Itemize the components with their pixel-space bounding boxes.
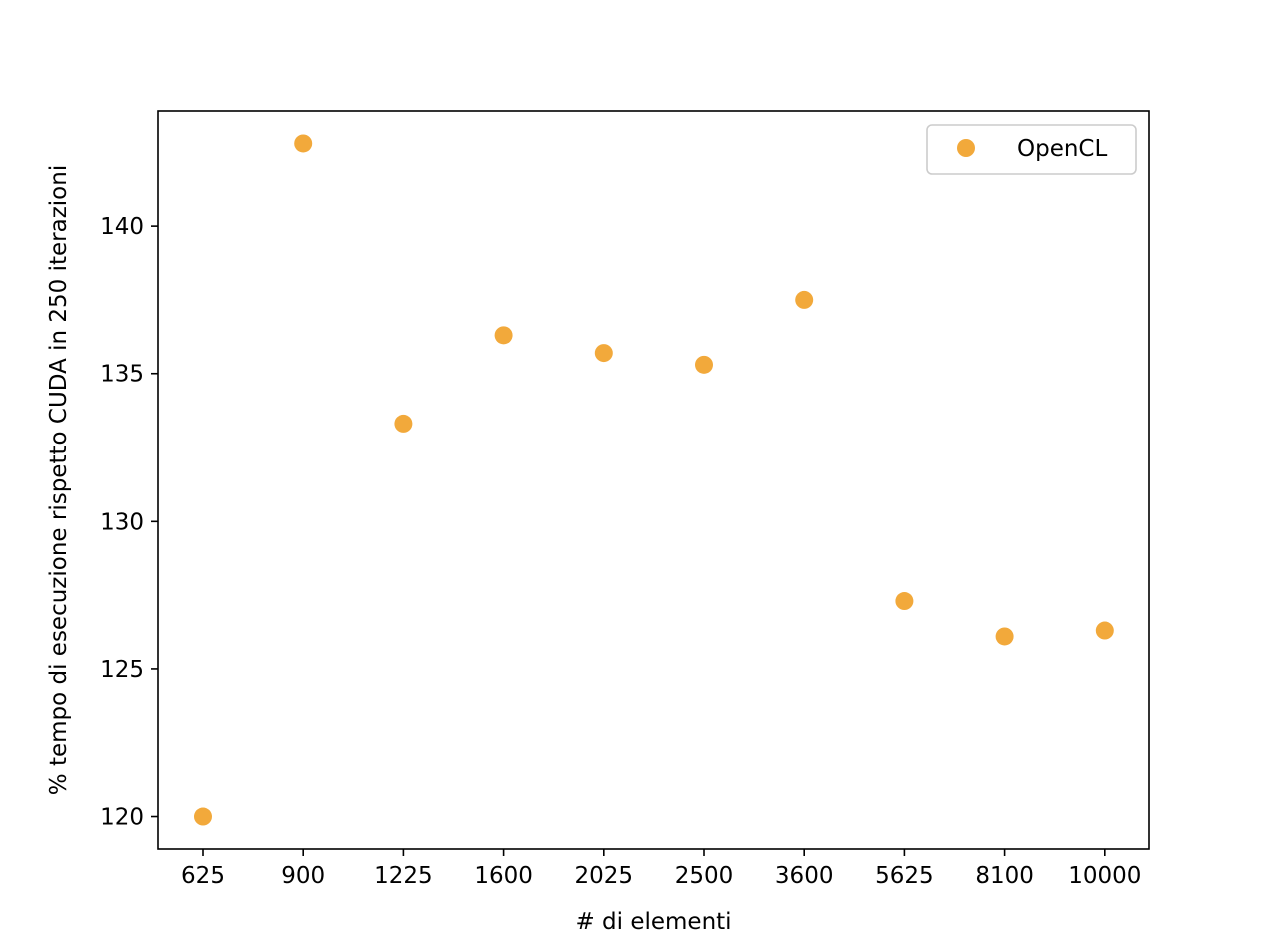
data-points: [194, 134, 1114, 826]
plot-frame: [157, 110, 1150, 850]
x-tick-label: 2025: [575, 863, 634, 889]
legend: OpenCL: [926, 124, 1137, 175]
y-axis-label: % tempo di esecuzione rispetto CUDA in 2…: [46, 165, 72, 795]
x-tick-label: 1600: [474, 863, 533, 889]
data-point: [995, 627, 1014, 646]
legend-box: [926, 124, 1137, 175]
data-point: [895, 592, 914, 611]
y-tick-label: 140: [100, 214, 144, 240]
y-tick-label: 135: [100, 362, 144, 388]
y-axis: 120 125 130 135 140: [100, 214, 158, 831]
legend-label-opencl: OpenCL: [1017, 136, 1107, 162]
x-tick-label: 625: [181, 863, 225, 889]
x-tick-label: 2500: [675, 863, 734, 889]
x-tick-label: 5625: [875, 863, 934, 889]
data-point: [194, 807, 212, 826]
data-point: [394, 414, 413, 433]
y-tick-label: 130: [100, 509, 144, 535]
x-axis-label: # di elementi: [575, 909, 731, 935]
data-point: [494, 326, 513, 345]
data-point: [695, 355, 713, 374]
x-axis: 625 900 1225 1600 2025 2500 3600 5625 8100 10000: [181, 849, 1141, 889]
data-point: [294, 134, 313, 153]
legend-marker-opencl: [957, 139, 975, 157]
x-tick-label: 10000: [1068, 863, 1141, 889]
x-tick-label: 900: [281, 863, 325, 889]
data-point: [1095, 621, 1114, 640]
x-tick-label: 1225: [374, 863, 433, 889]
y-tick-label: 125: [100, 657, 144, 683]
y-tick-label: 120: [100, 805, 144, 831]
data-point: [594, 344, 613, 363]
data-point: [795, 290, 814, 309]
x-tick-label: 3600: [775, 863, 834, 889]
x-tick-label: 8100: [975, 863, 1034, 889]
